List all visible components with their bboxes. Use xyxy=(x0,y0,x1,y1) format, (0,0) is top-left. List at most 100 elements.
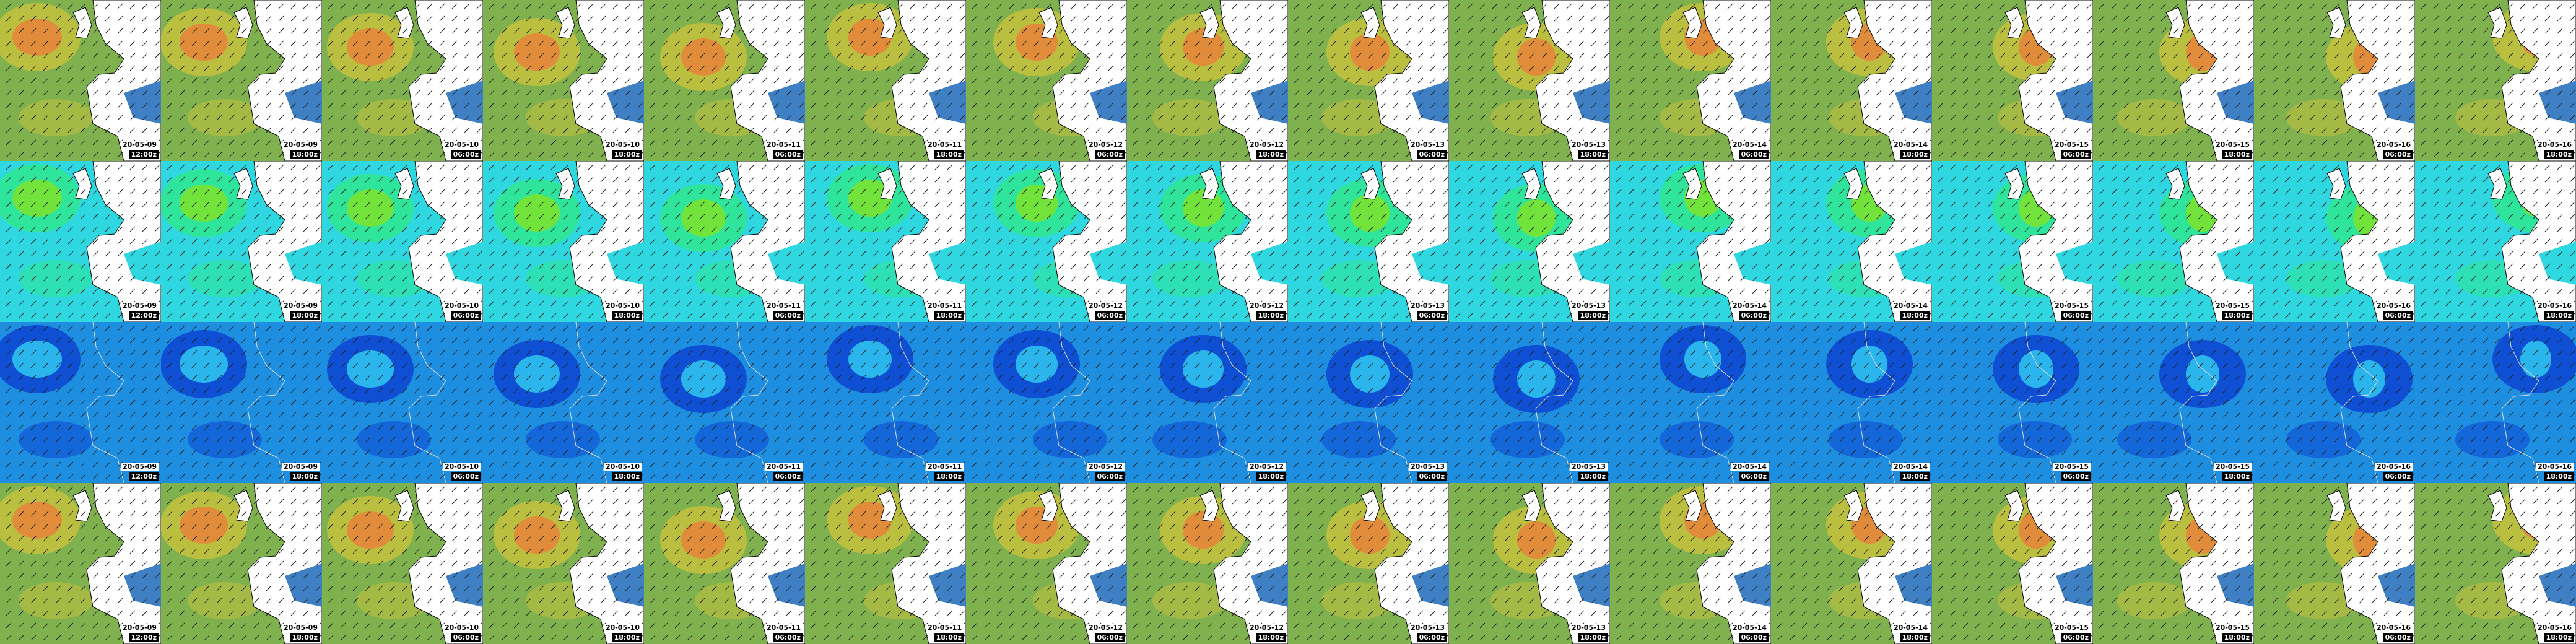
wind-arrow xyxy=(1677,288,1684,294)
wind-arrow xyxy=(2284,115,2291,121)
wind-arrow xyxy=(674,28,681,34)
wind-arrow xyxy=(1194,276,1201,282)
wind-arrow xyxy=(402,40,408,46)
wind-arrow xyxy=(105,164,111,170)
wind-arrow xyxy=(1170,226,1176,232)
wind-arrow xyxy=(897,28,903,34)
wind-arrow xyxy=(1690,53,1696,59)
wind-arrow xyxy=(600,53,606,59)
wind-arrow xyxy=(1194,65,1201,71)
wind-arrow xyxy=(1715,263,1721,269)
wind-arrow xyxy=(699,238,705,245)
wind-arrow xyxy=(402,263,408,269)
date-label: 20-05-12 xyxy=(1247,302,1286,310)
wind-arrow xyxy=(241,313,247,319)
wind-arrow xyxy=(1529,251,1535,257)
wind-arrow xyxy=(2359,102,2365,108)
wind-arrow xyxy=(1987,127,1993,133)
wind-arrow xyxy=(662,40,668,46)
wind-arrow xyxy=(662,313,668,319)
wind-arrow xyxy=(2408,53,2414,59)
wind-arrow xyxy=(365,313,371,319)
wind-arrow xyxy=(18,127,24,133)
wind-arrow xyxy=(1331,238,1337,245)
wind-arrow xyxy=(835,127,842,133)
time-label: 06:00z xyxy=(1417,150,1447,159)
wind-arrow xyxy=(451,288,458,294)
wind-arrow xyxy=(451,53,458,59)
wind-arrow xyxy=(1516,226,1523,232)
wind-arrow xyxy=(1541,15,1547,22)
wind-arrow xyxy=(959,102,965,108)
wind-arrow xyxy=(1219,238,1225,245)
wind-arrow xyxy=(773,90,780,96)
wind-arrow xyxy=(2532,77,2538,84)
wind-arrow xyxy=(266,189,272,195)
wind-arrow xyxy=(1318,251,1325,257)
wind-arrow xyxy=(402,139,408,146)
wind-arrow xyxy=(711,115,718,121)
wind-arrow xyxy=(588,263,594,269)
wind-arrow xyxy=(835,189,842,195)
wind-arrow xyxy=(1591,251,1597,257)
wind-arrow xyxy=(1665,288,1671,294)
wind-arrow xyxy=(266,139,272,146)
wind-arrow xyxy=(724,152,730,158)
wind-arrow xyxy=(1492,65,1498,71)
wind-arrow xyxy=(972,164,978,170)
wind-arrow xyxy=(2495,77,2501,84)
wind-arrow xyxy=(1789,164,1795,170)
wind-arrow xyxy=(538,102,544,108)
wind-arrow xyxy=(154,15,160,22)
wind-arrow xyxy=(1393,15,1399,22)
wind-arrow xyxy=(476,276,482,282)
wind-arrow xyxy=(253,152,259,158)
wind-arrow xyxy=(1640,164,1647,170)
wind-arrow xyxy=(2371,3,2377,9)
wind-arrow xyxy=(2495,102,2501,108)
wind-arrow xyxy=(1120,28,1126,34)
wind-arrow xyxy=(625,214,631,220)
wind-arrow xyxy=(2421,139,2427,146)
wind-arrow xyxy=(1157,176,1164,183)
wind-arrow xyxy=(848,288,854,294)
wind-arrow xyxy=(885,90,891,96)
wind-arrow xyxy=(761,65,767,71)
wind-arrow xyxy=(191,102,198,108)
wind-arrow xyxy=(612,201,619,207)
wind-arrow xyxy=(464,115,470,121)
wind-arrow xyxy=(30,3,37,9)
wind-arrow xyxy=(204,226,210,232)
wind-arrow xyxy=(1170,90,1176,96)
wind-arrow xyxy=(1653,263,1659,269)
wind-arrow xyxy=(736,152,742,158)
wind-arrow xyxy=(2247,102,2253,108)
wind-arrow xyxy=(439,201,445,207)
wind-arrow xyxy=(1900,176,1907,183)
wind-arrow xyxy=(105,53,111,59)
wind-arrow xyxy=(1219,251,1225,257)
wind-arrow xyxy=(1232,164,1238,170)
wind-arrow xyxy=(1455,152,1461,158)
wind-arrow xyxy=(2482,53,2489,59)
wind-arrow xyxy=(1170,139,1176,146)
wind-arrow xyxy=(749,238,755,245)
wind-arrow xyxy=(1554,40,1560,46)
wind-arrow xyxy=(798,40,804,46)
wind-arrow xyxy=(1046,139,1052,146)
wind-arrow xyxy=(996,276,1003,282)
wind-arrow xyxy=(1071,53,1077,59)
wind-arrow xyxy=(910,189,916,195)
wind-arrow xyxy=(1318,53,1325,59)
wind-arrow xyxy=(1046,288,1052,294)
wind-arrow xyxy=(1900,226,1907,232)
wind-arrow xyxy=(191,214,198,220)
wind-arrow xyxy=(1851,152,1857,158)
wind-arrow xyxy=(1764,176,1770,183)
wind-arrow xyxy=(2334,127,2340,133)
wind-arrow xyxy=(18,102,24,108)
wind-arrow xyxy=(2396,53,2402,59)
wind-arrow xyxy=(2173,28,2179,34)
wind-arrow xyxy=(1999,28,2006,34)
wind-arrow xyxy=(1033,40,1040,46)
